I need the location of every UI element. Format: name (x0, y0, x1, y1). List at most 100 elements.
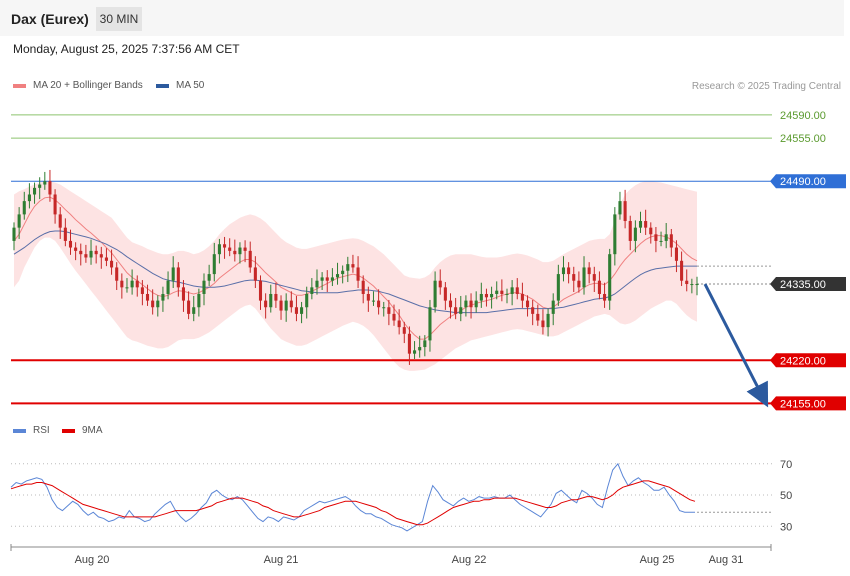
candle (536, 304, 540, 326)
candle (603, 282, 607, 308)
candle (659, 231, 663, 247)
legend-9ma-swatch (62, 428, 75, 433)
candle-body (171, 267, 175, 281)
candle (407, 326, 411, 365)
candle-body (505, 293, 509, 295)
candle (577, 271, 581, 293)
legend-ma20-label: MA 20 + Bollinger Bands (33, 80, 143, 91)
candle-body (248, 250, 252, 268)
candle (305, 286, 309, 319)
candle (89, 239, 93, 265)
candle-body (289, 300, 293, 308)
candle (613, 207, 617, 266)
candle-body (43, 181, 47, 185)
candle (413, 341, 417, 359)
time-tick-label: Aug 22 (452, 554, 487, 566)
candle-body (469, 300, 473, 308)
candle-body (79, 250, 83, 255)
candle-body (572, 274, 576, 281)
candle (618, 191, 622, 220)
candle-body (443, 287, 447, 301)
candle-body (192, 307, 196, 314)
candle (500, 279, 504, 302)
candle-body (269, 293, 273, 308)
time-axis: Aug 20 Aug 21 Aug 22 Aug 25 Aug 31 (10, 544, 772, 566)
candle (633, 220, 637, 253)
candle (258, 275, 263, 310)
candle-body (145, 293, 150, 301)
level-tag-24335.00 (770, 277, 846, 292)
candle-body (253, 267, 257, 281)
candle-body (551, 300, 555, 314)
candle-body (690, 284, 694, 286)
candle (490, 286, 494, 309)
candle (680, 251, 684, 287)
candle (27, 183, 31, 209)
candle (223, 236, 227, 259)
candle-body (597, 280, 601, 294)
candle (397, 309, 401, 335)
level-label-24490.00: 24490.00 (780, 176, 826, 188)
candle (38, 177, 42, 200)
candle (274, 282, 278, 308)
candle-body (217, 244, 221, 255)
legend-9ma-label: 9MA (82, 425, 103, 436)
candle (459, 295, 463, 322)
candle (433, 271, 437, 313)
candle-body (520, 293, 524, 301)
candle (166, 271, 170, 300)
candle (428, 299, 432, 352)
candle-body (274, 293, 278, 301)
candle (597, 271, 601, 300)
candle-body (644, 221, 648, 228)
candle (423, 335, 427, 357)
candle-body (325, 277, 329, 281)
candle (356, 256, 360, 289)
candle (654, 226, 658, 253)
ma50-line (13, 230, 697, 314)
candle-body (633, 227, 637, 241)
candle (510, 280, 514, 306)
forecast-arrow (703, 283, 769, 408)
time-tick-label: Aug 31 (709, 554, 744, 566)
candle (207, 264, 211, 287)
candle-body (58, 214, 62, 228)
legend-ma50: MA 50 (156, 80, 204, 91)
candle (269, 284, 273, 313)
candle-body (561, 267, 566, 275)
candle-body (243, 247, 247, 251)
candle-body (228, 247, 232, 251)
candle (104, 248, 108, 267)
candle (84, 244, 88, 263)
rsi-tick-50: 50 (780, 490, 792, 502)
timeframe-button[interactable]: 30 MIN (96, 7, 142, 31)
level-tag-24155.00 (770, 396, 846, 411)
candle-body (120, 280, 124, 288)
candle-body (135, 280, 139, 288)
time-tick-label: Aug 25 (640, 554, 675, 566)
candle-body (320, 277, 324, 281)
candle (587, 262, 591, 284)
candle (300, 301, 304, 324)
candle (151, 289, 155, 315)
candle-body (223, 244, 227, 248)
rsi-series-rsi (10, 462, 695, 532)
candle-body (346, 264, 350, 271)
candle-body (305, 293, 309, 308)
candle (99, 246, 103, 269)
candle (176, 262, 180, 297)
rsi-series-9ma (10, 480, 696, 526)
candle-body (371, 300, 376, 302)
candle-body (407, 333, 411, 354)
candle-body (448, 300, 453, 308)
candle-body (176, 267, 180, 288)
candle-body (438, 280, 442, 288)
candle (346, 256, 350, 283)
candle-body (387, 307, 391, 314)
candle (33, 182, 37, 204)
candle (469, 293, 473, 319)
candle (17, 207, 21, 239)
level-label-24555.00: 24555.00 (780, 133, 826, 145)
candle (243, 240, 247, 263)
